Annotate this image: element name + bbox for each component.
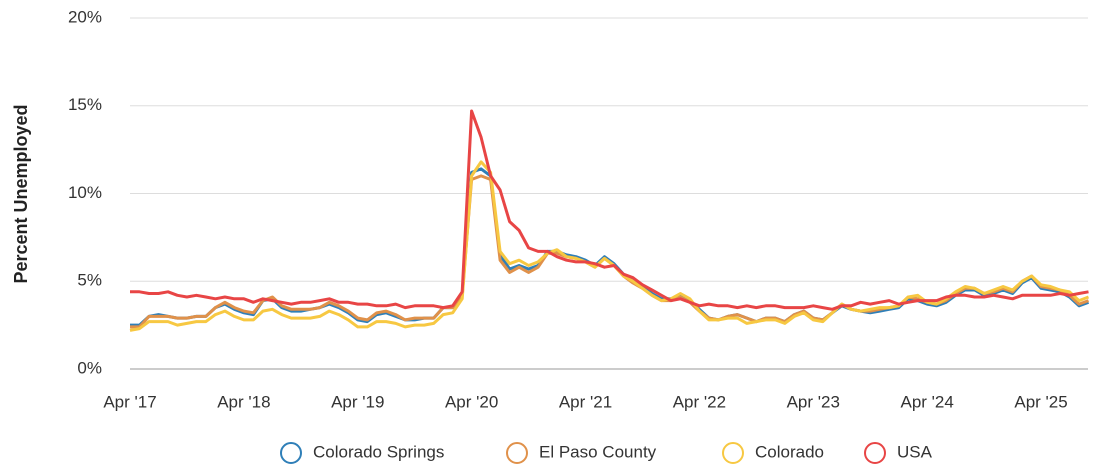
x-tick-label: Apr '17 — [103, 392, 156, 411]
legend-marker — [864, 442, 886, 464]
x-tick-label: Apr '24 — [900, 392, 953, 411]
legend-marker — [722, 442, 744, 464]
y-axis-title: Percent Unemployed — [11, 104, 31, 283]
y-tick-label: 5% — [77, 271, 102, 290]
series-line — [130, 109, 1089, 311]
legend-marker — [506, 442, 528, 464]
y-tick-label: 0% — [77, 358, 102, 377]
legend-label: USA — [897, 442, 933, 461]
y-tick-label: 10% — [68, 183, 102, 202]
x-tick-label: Apr '20 — [445, 392, 498, 411]
x-tick-label: Apr '23 — [787, 392, 840, 411]
x-tick-label: Apr '21 — [559, 392, 612, 411]
legend-marker — [280, 442, 302, 464]
x-tick-label: Apr '25 — [1014, 392, 1067, 411]
x-tick-label: Apr '19 — [331, 392, 384, 411]
x-tick-label: Apr '22 — [673, 392, 726, 411]
x-tick-label: Apr '18 — [217, 392, 270, 411]
legend-label: El Paso County — [539, 442, 657, 461]
legend-label: Colorado — [755, 442, 824, 461]
y-tick-label: 20% — [68, 7, 102, 26]
series-line — [129, 160, 1090, 332]
y-tick-label: 15% — [68, 95, 102, 114]
legend-label: Colorado Springs — [313, 442, 444, 461]
